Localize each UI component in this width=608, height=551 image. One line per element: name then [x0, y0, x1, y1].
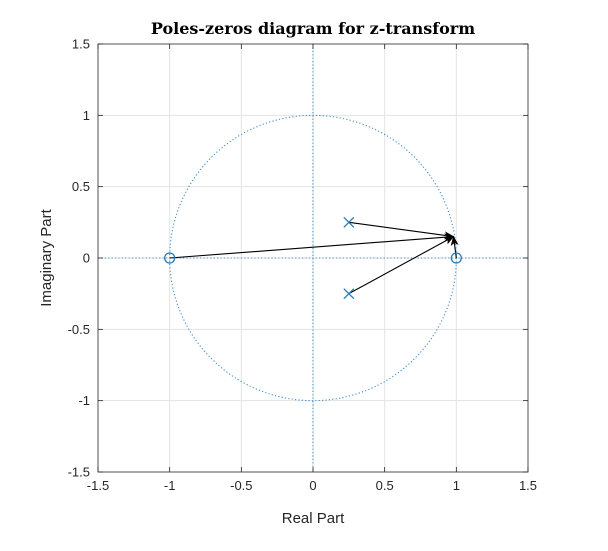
- pole-marker-1: [343, 288, 355, 300]
- zero-marker-0: [164, 252, 176, 264]
- y-tick-label-0: -1.5: [68, 465, 90, 480]
- x-axis-label: Real Part: [282, 510, 345, 527]
- x-tick-label-0: -1.5: [87, 478, 109, 493]
- vector-arrow-0: [169, 233, 455, 259]
- axis-ticks: [97, 43, 529, 473]
- y-tick-label-1: -1: [78, 393, 90, 408]
- y-tick-label-3: 0: [83, 251, 90, 266]
- vector-arrow-3: [450, 235, 459, 259]
- x-tick-label-5: 1: [453, 478, 460, 493]
- y-axis-label: Imaginary Part: [38, 208, 55, 306]
- pole-marker-stroke-b: [343, 216, 355, 228]
- vector-arrow-2: [348, 236, 455, 295]
- chart-title: Poles-zeros diagram for z-transform: [151, 19, 475, 38]
- pole-marker-stroke-b: [343, 288, 355, 300]
- x-tick-label-1: -1: [164, 478, 176, 493]
- y-tick-label-4: 0.5: [72, 179, 90, 194]
- x-tick-labels: -1.5 -1 -0.5 0 0.5 1 1.5: [87, 478, 537, 493]
- y-tick-labels: -1.5 -1 -0.5 0 0.5 1 1.5: [68, 37, 90, 480]
- vector-arrows: [169, 221, 459, 295]
- pole-marker-0: [343, 216, 355, 228]
- pole-zero-markers: [164, 216, 462, 300]
- x-tick-label-4: 0.5: [376, 478, 394, 493]
- x-tick-label-6: 1.5: [519, 478, 537, 493]
- x-tick-label-2: -0.5: [230, 478, 252, 493]
- y-tick-label-2: -0.5: [68, 322, 90, 337]
- y-tick-label-5: 1: [83, 108, 90, 123]
- y-tick-label-6: 1.5: [72, 37, 90, 52]
- vector-arrow-1: [348, 221, 455, 240]
- zero-marker-1: [450, 252, 462, 264]
- x-tick-label-3: 0: [309, 478, 316, 493]
